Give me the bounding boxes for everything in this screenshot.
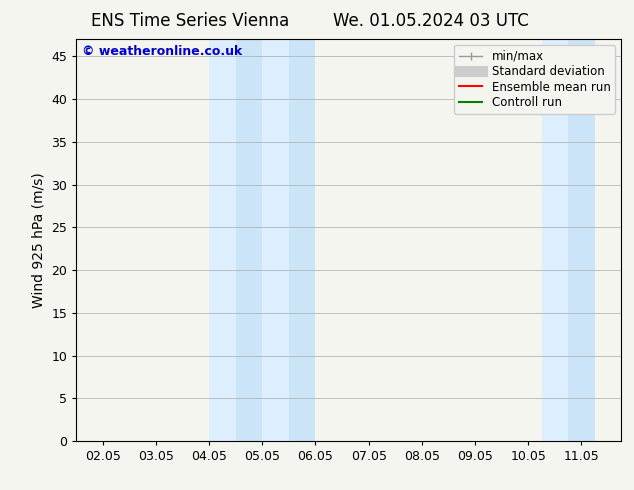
Text: We. 01.05.2024 03 UTC: We. 01.05.2024 03 UTC <box>333 12 529 30</box>
Bar <box>289 39 316 441</box>
Text: ENS Time Series Vienna: ENS Time Series Vienna <box>91 12 289 30</box>
Text: © weatheronline.co.uk: © weatheronline.co.uk <box>82 45 242 58</box>
Bar <box>209 39 236 441</box>
Legend: min/max, Standard deviation, Ensemble mean run, Controll run: min/max, Standard deviation, Ensemble me… <box>454 45 616 114</box>
Bar <box>568 39 595 441</box>
Bar <box>541 39 568 441</box>
Bar <box>262 39 289 441</box>
Y-axis label: Wind 925 hPa (m/s): Wind 925 hPa (m/s) <box>32 172 46 308</box>
Bar <box>236 39 262 441</box>
